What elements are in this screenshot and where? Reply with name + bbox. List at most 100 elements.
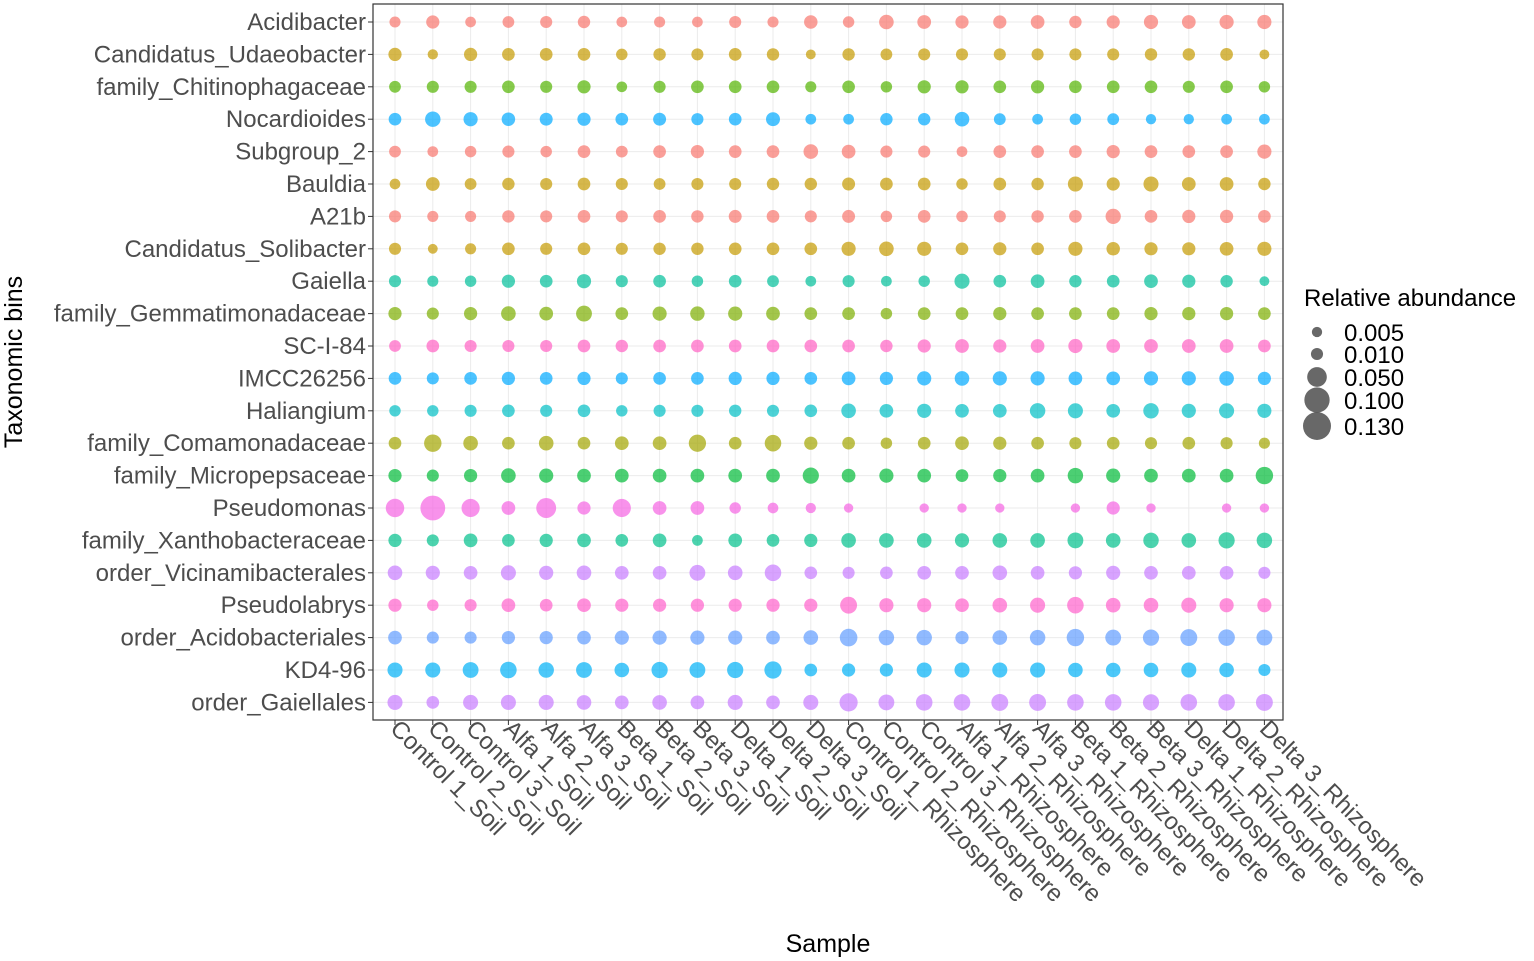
bubble [843, 113, 854, 125]
bubble [880, 339, 893, 353]
bubble [539, 533, 553, 548]
bubble [691, 177, 704, 191]
bubble [842, 177, 856, 191]
bubble [841, 403, 856, 419]
bubble [577, 48, 591, 61]
bubble [842, 16, 855, 28]
bubble [464, 631, 477, 644]
bubble [993, 339, 1007, 353]
bubble [1256, 532, 1273, 549]
bubble [880, 113, 893, 126]
bubble [614, 436, 629, 451]
bubble [465, 210, 477, 222]
bubble [502, 16, 515, 28]
bubble [839, 628, 858, 647]
bubble [652, 630, 667, 645]
y-tick-label: Pseudomonas [213, 495, 366, 522]
bubble [388, 468, 402, 483]
bubble [880, 145, 893, 158]
bubble [539, 598, 553, 612]
bubble [388, 306, 402, 321]
bubble [501, 630, 516, 645]
bubble [993, 80, 1007, 94]
bubble [766, 695, 780, 710]
bubble [577, 533, 591, 548]
bubble [653, 80, 666, 93]
bubble [766, 242, 780, 256]
bubble [804, 372, 818, 385]
bubble [427, 146, 439, 157]
bubble [880, 177, 893, 191]
bubble [1105, 208, 1121, 225]
bubble [955, 80, 969, 94]
bubble [652, 306, 667, 321]
bubble [764, 661, 782, 679]
bubble [917, 598, 932, 613]
bubble [1031, 210, 1044, 223]
bubble [500, 565, 516, 581]
bubble [841, 663, 856, 677]
bubble [766, 468, 780, 483]
bubble [1218, 694, 1235, 711]
bubble [614, 630, 629, 645]
bubble [729, 177, 742, 191]
bubble [842, 48, 855, 61]
bubble [728, 209, 742, 223]
bubble [691, 113, 704, 126]
bubble [1106, 468, 1121, 483]
bubble [915, 694, 933, 711]
bubble [502, 48, 515, 61]
bubble [843, 503, 854, 513]
bubble [615, 534, 629, 547]
bubble [804, 436, 818, 450]
bubble [540, 339, 553, 353]
bubble [1068, 241, 1083, 256]
bubble [955, 630, 969, 645]
bubble [615, 112, 629, 126]
bubble [1107, 113, 1120, 126]
bubble [501, 274, 516, 288]
bubble [577, 436, 591, 450]
bubble [916, 662, 932, 678]
bubble [426, 469, 439, 482]
bubble [841, 144, 856, 159]
bubble [1180, 694, 1198, 711]
bubble [461, 498, 480, 518]
bubble [1181, 177, 1196, 191]
bubble [766, 210, 780, 223]
bubble [615, 372, 628, 385]
y-tick-label: Pseudolabrys [221, 592, 366, 619]
bubble [389, 178, 401, 190]
bubble [766, 306, 780, 321]
bubble [766, 339, 780, 353]
bubble [616, 16, 628, 28]
bubble [577, 598, 591, 613]
bubble [1144, 242, 1158, 256]
bubble [1068, 371, 1083, 386]
bubble [614, 695, 629, 710]
bubble [539, 48, 553, 61]
legend-key [1304, 387, 1330, 413]
bubble [425, 177, 440, 191]
bubble [728, 145, 742, 158]
bubble [1219, 306, 1234, 321]
bubble [805, 49, 816, 60]
legend-key [1307, 367, 1327, 387]
bubble [1143, 176, 1159, 192]
bubble [500, 694, 516, 710]
bubble [879, 598, 894, 613]
y-tick-label: A21b [310, 203, 366, 230]
bubble [651, 661, 668, 679]
bubble [1182, 80, 1195, 93]
bubble [727, 661, 744, 679]
bubble [425, 662, 441, 678]
bubble [653, 404, 666, 417]
bubble [1219, 241, 1234, 256]
bubble [878, 694, 895, 711]
bubble [880, 48, 893, 61]
bubble [577, 339, 591, 353]
bubble [388, 275, 402, 288]
bubble [689, 564, 706, 581]
bubble [1143, 597, 1159, 613]
bubble [840, 596, 858, 614]
